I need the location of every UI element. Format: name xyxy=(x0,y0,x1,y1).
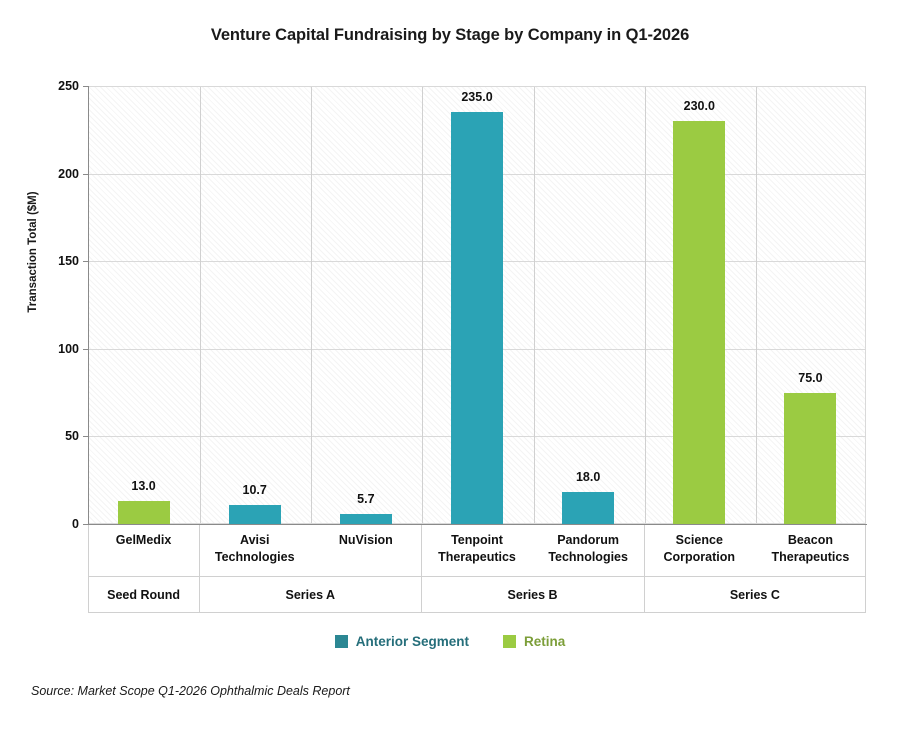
company-label: Tenpoint Therapeutics xyxy=(438,533,516,564)
legend-label: Retina xyxy=(524,634,566,649)
group-divider-edge xyxy=(865,525,866,613)
stage-label: Seed Round xyxy=(107,587,181,602)
category-separator xyxy=(422,87,424,523)
bar[interactable] xyxy=(673,121,726,524)
x-axis-line xyxy=(88,524,867,525)
y-axis-title: Transaction Total ($M) xyxy=(27,191,39,313)
company-label: Avisi Technologies xyxy=(214,533,295,564)
y-tick-label: 200 xyxy=(58,166,79,181)
bar-value-label: 5.7 xyxy=(357,492,375,506)
company-label-row: GelMedix Avisi Technologies NuVision Tenpoi… xyxy=(88,525,866,577)
y-tick-label: 150 xyxy=(58,254,79,269)
bar[interactable] xyxy=(339,514,392,524)
bar-value-label: 10.7 xyxy=(242,483,267,498)
legend-label: Anterior Segment xyxy=(355,634,469,649)
group-divider xyxy=(199,525,201,613)
company-label: Beacon Therapeutics xyxy=(771,533,850,564)
source-note: Source: Market Scope Q1-2026 Ophthalmic … xyxy=(31,684,350,698)
category-separator xyxy=(644,87,646,523)
y-tick-mark xyxy=(83,524,88,525)
bar[interactable] xyxy=(451,112,503,524)
category-separator xyxy=(311,87,313,523)
gridline xyxy=(89,86,865,87)
y-tick-mark xyxy=(83,173,88,175)
group-divider xyxy=(421,525,423,613)
company-label: Science Corporation xyxy=(663,533,736,564)
bar-value-label: 230.0 xyxy=(683,99,715,114)
chart-legend: Anterior Segment Retina xyxy=(0,634,900,649)
y-tick-label: 50 xyxy=(65,429,79,444)
y-tick-label: 0 xyxy=(72,517,79,531)
company-label: Pandorum Technologies xyxy=(548,533,628,564)
legend-swatch-icon xyxy=(334,635,348,648)
stage-label: Series C xyxy=(729,587,780,602)
category-separator xyxy=(200,87,202,523)
category-separator xyxy=(533,87,535,523)
bar-value-label: 18.0 xyxy=(575,470,601,485)
y-tick-mark xyxy=(83,436,88,438)
bar-value-label: 75.0 xyxy=(798,370,823,385)
company-label: NuVision xyxy=(338,533,393,547)
y-tick-label: 250 xyxy=(58,79,79,93)
category-separator xyxy=(755,87,757,523)
bar-value-label: 13.0 xyxy=(131,479,156,494)
y-tick-label: 100 xyxy=(58,341,79,356)
chart-title: Venture Capital Fundraising by Stage by … xyxy=(210,26,690,44)
group-divider-edge xyxy=(88,525,89,613)
stage-label: Series A xyxy=(285,587,336,602)
legend-item[interactable]: Retina xyxy=(503,634,565,649)
bar[interactable] xyxy=(117,501,170,524)
y-tick-mark xyxy=(83,261,88,263)
group-divider xyxy=(643,525,645,613)
legend-item[interactable]: Anterior Segment xyxy=(334,634,469,649)
stage-label: Series B xyxy=(507,587,558,602)
bar-value-label: 235.0 xyxy=(461,90,493,105)
y-axis-line xyxy=(88,86,89,525)
bar[interactable] xyxy=(562,492,615,524)
company-label: GelMedix xyxy=(115,533,172,547)
bar[interactable] xyxy=(784,392,837,524)
bar[interactable] xyxy=(228,505,281,524)
y-tick-mark xyxy=(83,86,88,87)
legend-swatch-icon xyxy=(503,635,516,648)
y-tick-mark xyxy=(83,348,88,350)
stage-label-row: Seed Round Series A Series B Series C xyxy=(88,577,866,613)
